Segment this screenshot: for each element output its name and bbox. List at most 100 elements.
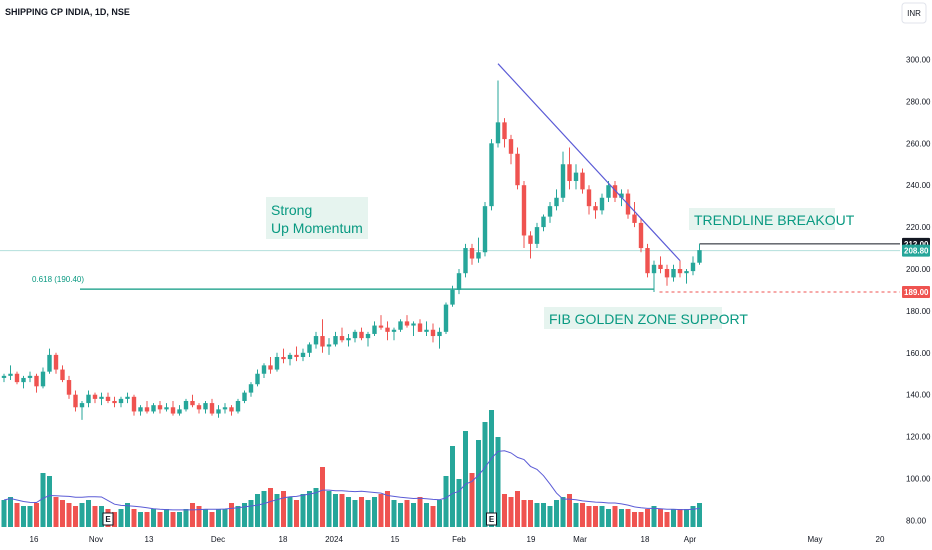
candle-body (424, 329, 429, 332)
volume-bar (112, 512, 117, 527)
currency-button-frame[interactable] (901, 2, 927, 24)
candle-body (476, 252, 481, 259)
candle (450, 285, 455, 307)
volume-bar (352, 500, 358, 527)
candle (463, 243, 468, 278)
candle-body (456, 273, 462, 290)
candle-body (508, 139, 514, 154)
earnings-marker-label: E (105, 515, 111, 524)
currency-button[interactable]: INR (901, 2, 927, 24)
candle-body (151, 405, 156, 412)
time-tick-label: 16 (30, 535, 39, 544)
candle-body (606, 185, 611, 198)
candle (66, 375, 72, 399)
volume-bar (489, 410, 494, 527)
annotations-layer: Strong Up Momentum TRENDLINE BREAKOUT FIB G… (32, 63, 930, 526)
momentum-note-bg (266, 197, 368, 239)
volume-bar (541, 503, 546, 527)
candle (677, 260, 683, 278)
volume-bar (34, 503, 39, 527)
candle-body (560, 164, 566, 198)
candle-body (14, 373, 20, 383)
volume-bar (437, 500, 442, 527)
volume-bar (534, 503, 540, 527)
volume-bar (593, 506, 598, 527)
candle (92, 392, 98, 404)
support-note-bg (544, 307, 722, 329)
candle-body (567, 164, 572, 182)
candle-body (255, 373, 260, 385)
candle (430, 323, 436, 343)
candle (599, 193, 605, 215)
volume-bar (560, 497, 566, 527)
candle-body (352, 331, 358, 339)
volume-bar (281, 491, 286, 527)
candle (8, 365, 13, 381)
candle-body (222, 407, 228, 410)
fib-level-label: 0.618 (190.40) (32, 275, 84, 284)
price-tick-label: 180.00 (906, 307, 931, 316)
candle-body (53, 354, 59, 370)
candle (391, 327, 397, 341)
candle-body (326, 344, 332, 347)
volume-bar (268, 488, 273, 527)
candle (378, 315, 384, 330)
candle (21, 375, 26, 389)
volume-bar (183, 509, 189, 527)
candle (235, 398, 241, 414)
volume-bar (599, 506, 605, 527)
candle-body (99, 396, 104, 399)
volume-bar (307, 491, 312, 527)
price-tick-label: 260.00 (906, 139, 931, 148)
earnings-marker-label: E (489, 515, 495, 524)
candle (476, 237, 481, 263)
momentum-note-line2: Up Momentum (271, 220, 363, 236)
candle-body (398, 321, 403, 330)
candle-body (164, 407, 169, 410)
candle-body (378, 325, 384, 328)
volume-bar (8, 497, 13, 527)
candle (274, 352, 280, 372)
candle-body (47, 354, 52, 372)
time-tick-label: 18 (641, 535, 650, 544)
volume-bar (326, 491, 332, 527)
volume-bar (580, 503, 585, 527)
candle (573, 164, 579, 190)
price-tick-label: 160.00 (906, 349, 931, 358)
candle (79, 400, 85, 420)
candle (34, 373, 39, 393)
last-price-tag-bg (902, 244, 930, 257)
candle (404, 315, 410, 328)
volume-bar (684, 509, 689, 527)
candle-body (684, 271, 689, 274)
price-tick-label: 240.00 (906, 181, 931, 190)
price-axis[interactable]: 300.00 280.00 260.00 240.00 220.00 200.00 180.… (906, 56, 931, 526)
candle-body (170, 407, 176, 414)
candle-body (437, 331, 442, 337)
volume-bar (365, 500, 371, 527)
candle (144, 400, 150, 414)
time-tick-label: Nov (89, 535, 103, 544)
candle (339, 327, 345, 343)
candle (593, 201, 598, 219)
time-tick-label: Mar (573, 535, 587, 544)
time-axis[interactable]: 16 Nov 13 Dec 18 2024 15 Feb 19 Mar 18 Apr May 20 (30, 535, 885, 544)
symbol-title: SHIPPING CP INDIA, 1D, NSE (5, 7, 130, 17)
candle-body (320, 336, 325, 347)
candle (560, 151, 566, 202)
candle-body (443, 304, 449, 332)
candle-body (593, 206, 598, 211)
candle (495, 80, 501, 148)
candle-body (515, 153, 520, 186)
volume-bar (196, 506, 202, 527)
candle-body (125, 396, 130, 399)
candle (508, 134, 514, 165)
candle (157, 400, 163, 414)
candle-body (417, 323, 423, 332)
volume-bar (313, 488, 319, 527)
earnings-marker-frame (102, 512, 114, 526)
candle (1, 373, 7, 383)
currency-label: INR (907, 9, 921, 18)
support-price-tag-text: 189.00 (904, 288, 929, 297)
